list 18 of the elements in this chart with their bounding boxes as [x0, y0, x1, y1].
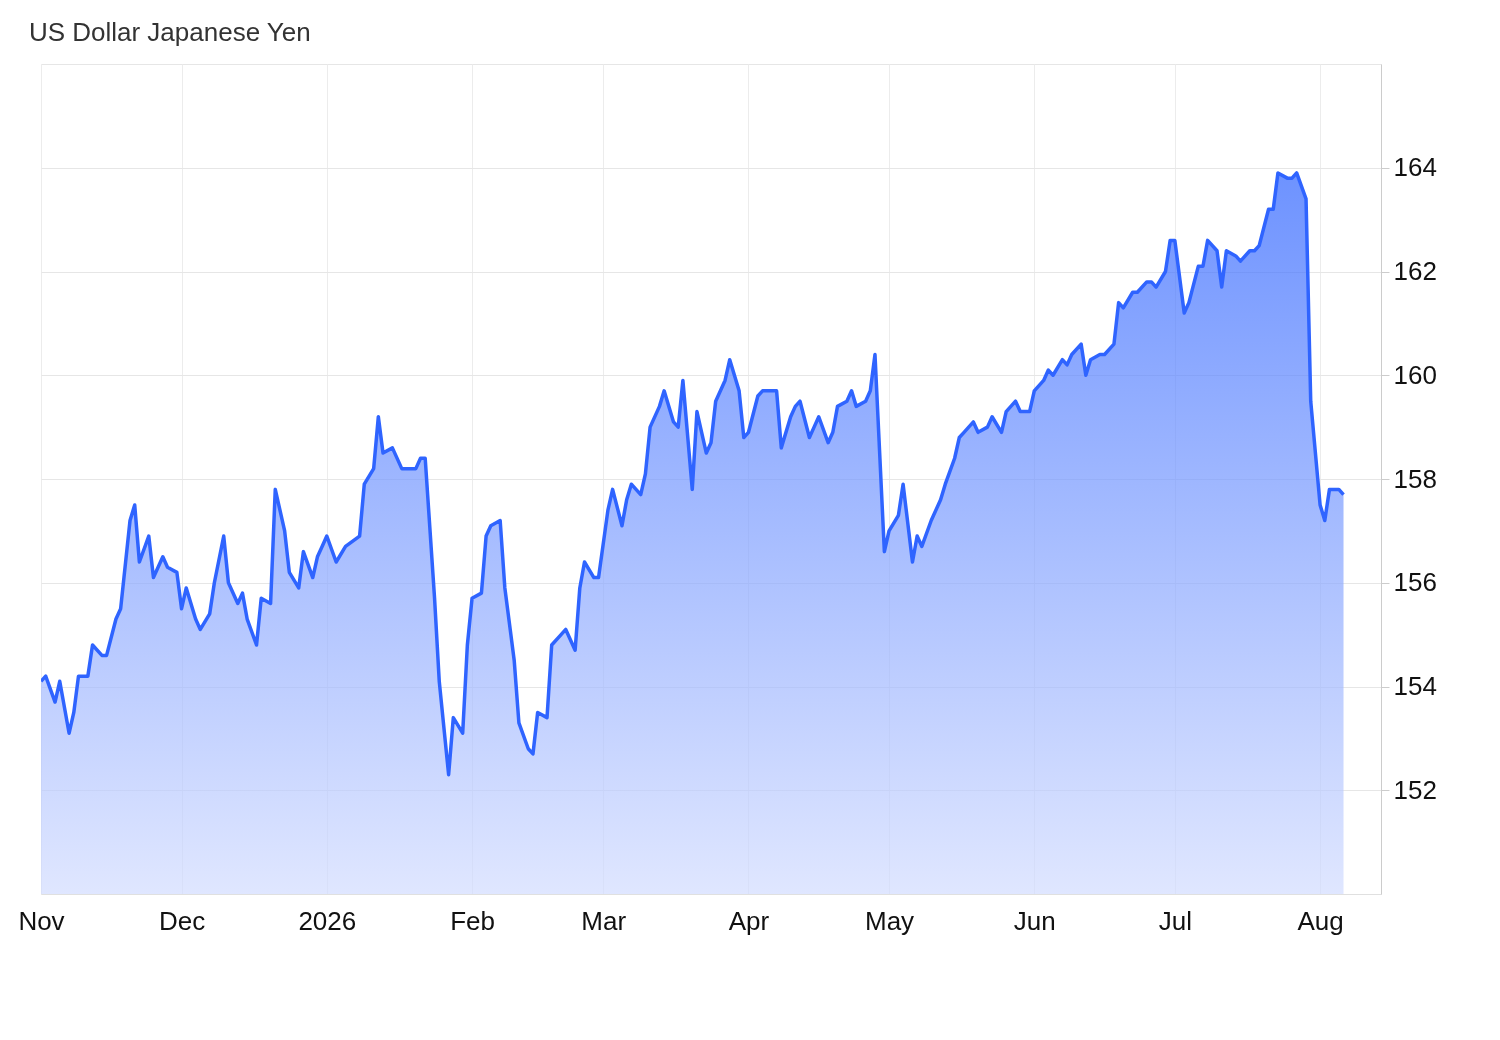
x-tick-label: Apr [728, 905, 770, 936]
x-tick-label: Feb [450, 905, 495, 936]
y-tick-label: 160 [1393, 359, 1437, 390]
y-tick-label: 154 [1393, 671, 1437, 701]
x-tick-label: Dec [158, 905, 206, 936]
y-tick-label: 152 [1393, 774, 1437, 805]
x-tick-label: Nov [18, 905, 65, 936]
y-tick-label: 158 [1393, 463, 1437, 494]
x-tick-label: Jul [1158, 905, 1192, 936]
x-tick-label: 2026 [298, 905, 357, 936]
y-tick-label: 162 [1393, 256, 1437, 286]
x-tick-label: Mar [581, 905, 627, 936]
chart-title: US Dollar Japanese Yen [28, 17, 311, 47]
x-tick-label: Aug [1297, 905, 1344, 936]
y-tick-label: 156 [1393, 567, 1437, 598]
y-tick-label: 164 [1393, 152, 1437, 183]
x-tick-label: Jun [1013, 905, 1056, 936]
x-tick-label: May [864, 905, 915, 936]
